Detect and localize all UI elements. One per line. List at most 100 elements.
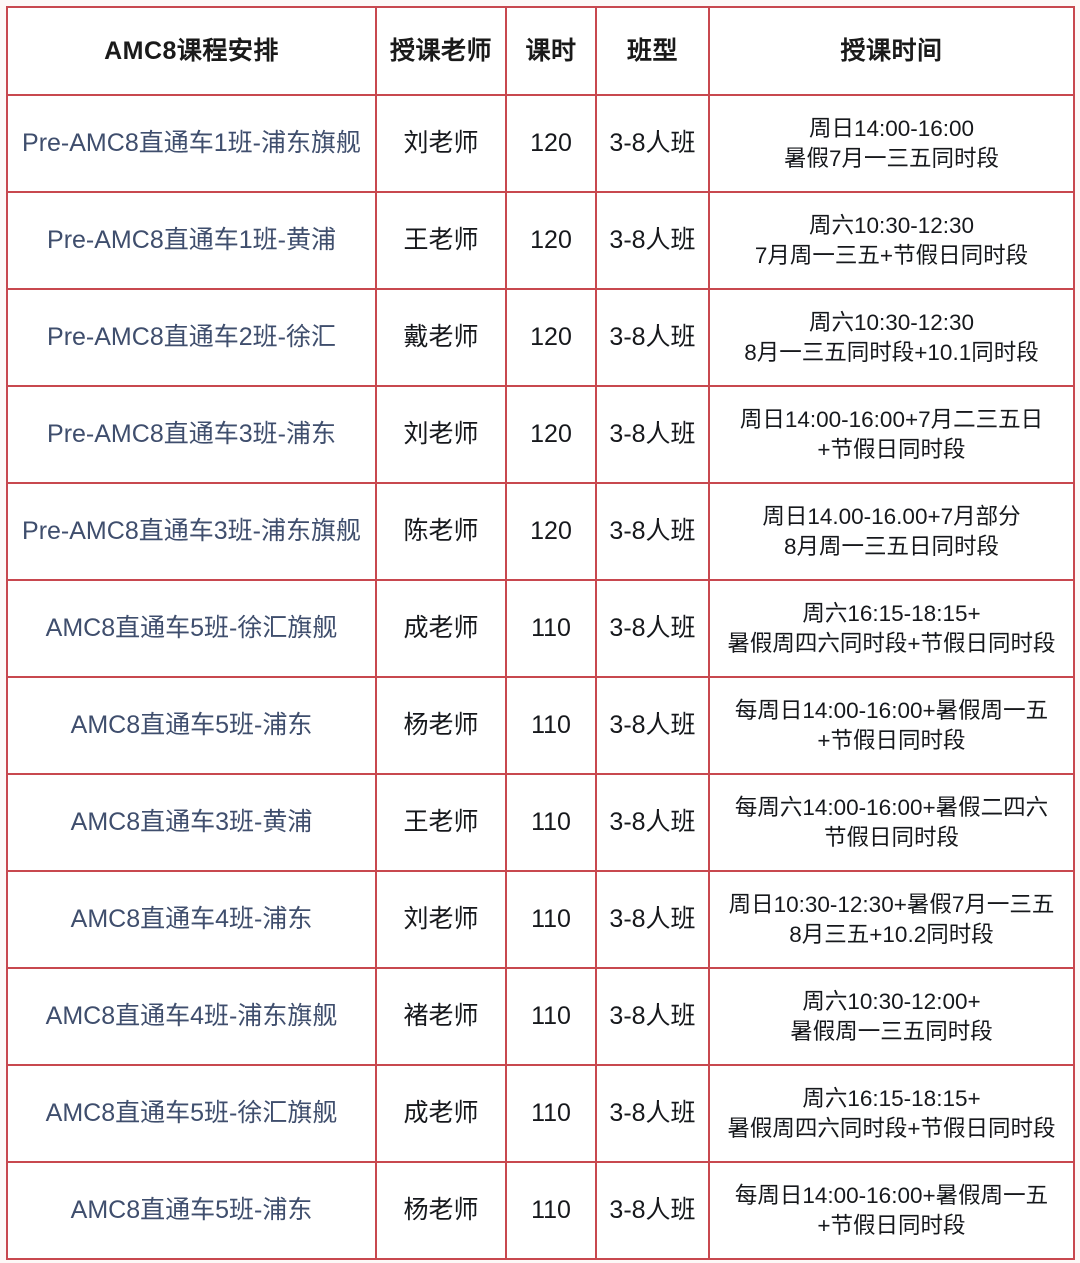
cell-teacher-name: 陈老师 bbox=[375, 482, 507, 581]
cell-class-time: 周六10:30-12:00+ 暑假周一三五同时段 bbox=[708, 967, 1075, 1066]
table-row: AMC8直通车4班-浦东旗舰 褚老师 110 3-8人班 周六10:30-12:00+ 暑… bbox=[6, 967, 1075, 1066]
cell-course-hours: 110 bbox=[505, 1161, 597, 1260]
cell-class-time: 周六10:30-12:30 8月一三五同时段+10.1同时段 bbox=[708, 288, 1075, 387]
cell-class-type: 3-8人班 bbox=[595, 288, 710, 387]
table-row: AMC8直通车3班-黄浦 王老师 110 3-8人班 每周六14:00-16:00+暑假… bbox=[6, 773, 1075, 872]
class-time-line: 周六10:30-12:00+ bbox=[802, 988, 981, 1014]
cell-class-type: 3-8人班 bbox=[595, 579, 710, 678]
class-time-line: 8月周一三五日同时段 bbox=[783, 533, 999, 559]
cell-course-name: AMC8直通车3班-黄浦 bbox=[6, 773, 377, 872]
column-header-time: 授课时间 bbox=[708, 6, 1075, 96]
class-time-line: 每周六14:00-16:00+暑假二四六 bbox=[734, 794, 1049, 820]
cell-course-hours: 110 bbox=[505, 676, 597, 775]
cell-class-type: 3-8人班 bbox=[595, 482, 710, 581]
column-header-hours: 课时 bbox=[505, 6, 597, 96]
cell-class-type: 3-8人班 bbox=[595, 870, 710, 969]
class-time-line: 周六16:15-18:15+ bbox=[802, 1085, 981, 1111]
cell-teacher-name: 杨老师 bbox=[375, 676, 507, 775]
class-time-line: +节假日同时段 bbox=[817, 436, 966, 462]
cell-class-time: 每周六14:00-16:00+暑假二四六 节假日同时段 bbox=[708, 773, 1075, 872]
cell-course-name: Pre-AMC8直通车2班-徐汇 bbox=[6, 288, 377, 387]
table-row: AMC8直通车5班-浦东 杨老师 110 3-8人班 每周日14:00-16:00+暑假… bbox=[6, 676, 1075, 775]
cell-class-type: 3-8人班 bbox=[595, 385, 710, 484]
class-time-line: 暑假周一三五同时段 bbox=[790, 1018, 993, 1044]
column-header-class-type: 班型 bbox=[595, 6, 710, 96]
class-time-line: 8月一三五同时段+10.1同时段 bbox=[744, 339, 1039, 365]
cell-course-name: AMC8直通车5班-浦东 bbox=[6, 676, 377, 775]
cell-teacher-name: 王老师 bbox=[375, 773, 507, 872]
class-time-line: 暑假7月一三五同时段 bbox=[783, 145, 999, 171]
cell-teacher-name: 戴老师 bbox=[375, 288, 507, 387]
cell-class-type: 3-8人班 bbox=[595, 676, 710, 775]
cell-class-type: 3-8人班 bbox=[595, 1161, 710, 1260]
cell-course-hours: 120 bbox=[505, 482, 597, 581]
cell-class-type: 3-8人班 bbox=[595, 773, 710, 872]
cell-course-name: AMC8直通车5班-浦东 bbox=[6, 1161, 377, 1260]
class-time-line: 每周日14:00-16:00+暑假周一五 bbox=[734, 1182, 1049, 1208]
class-time-line: 节假日同时段 bbox=[823, 824, 959, 850]
class-time-line: 周日14:00-16:00 bbox=[808, 115, 975, 141]
table-body: Pre-AMC8直通车1班-浦东旗舰 刘老师 120 3-8人班 周日14:00-16:… bbox=[6, 94, 1075, 1260]
cell-course-hours: 110 bbox=[505, 1064, 597, 1163]
cell-class-time: 周日14:00-16:00+7月二三五日 +节假日同时段 bbox=[708, 385, 1075, 484]
cell-class-type: 3-8人班 bbox=[595, 1064, 710, 1163]
table-row: AMC8直通车4班-浦东 刘老师 110 3-8人班 周日10:30-12:30+暑假7… bbox=[6, 870, 1075, 969]
class-time-line: 周日10:30-12:30+暑假7月一三五 bbox=[728, 891, 1055, 917]
column-header-teacher: 授课老师 bbox=[375, 6, 507, 96]
cell-class-time: 周日14:00-16:00 暑假7月一三五同时段 bbox=[708, 94, 1075, 193]
cell-class-type: 3-8人班 bbox=[595, 191, 710, 290]
table-row: Pre-AMC8直通车1班-黄浦 王老师 120 3-8人班 周六10:30-12:30… bbox=[6, 191, 1075, 290]
table-row: Pre-AMC8直通车3班-浦东 刘老师 120 3-8人班 周日14:00-16:00… bbox=[6, 385, 1075, 484]
table-row: Pre-AMC8直通车3班-浦东旗舰 陈老师 120 3-8人班 周日14.00-16.… bbox=[6, 482, 1075, 581]
cell-course-name: AMC8直通车5班-徐汇旗舰 bbox=[6, 1064, 377, 1163]
class-time-line: 周六10:30-12:30 bbox=[808, 309, 975, 335]
cell-class-time: 每周日14:00-16:00+暑假周一五 +节假日同时段 bbox=[708, 676, 1075, 775]
class-time-line: 周日14.00-16.00+7月部分 bbox=[762, 503, 1021, 529]
cell-teacher-name: 杨老师 bbox=[375, 1161, 507, 1260]
cell-teacher-name: 王老师 bbox=[375, 191, 507, 290]
cell-course-hours: 120 bbox=[505, 94, 597, 193]
cell-class-time: 周六16:15-18:15+ 暑假周四六同时段+节假日同时段 bbox=[708, 1064, 1075, 1163]
cell-course-hours: 110 bbox=[505, 579, 597, 678]
class-time-line: 暑假周四六同时段+节假日同时段 bbox=[727, 1115, 1056, 1141]
class-time-line: 暑假周四六同时段+节假日同时段 bbox=[727, 630, 1056, 656]
cell-class-time: 周六10:30-12:30 7月周一三五+节假日同时段 bbox=[708, 191, 1075, 290]
cell-course-hours: 110 bbox=[505, 773, 597, 872]
class-time-line: 周日14:00-16:00+7月二三五日 bbox=[739, 406, 1044, 432]
class-time-line: 7月周一三五+节假日同时段 bbox=[754, 242, 1029, 268]
table-row: AMC8直通车5班-徐汇旗舰 成老师 110 3-8人班 周六16:15-18:15+ 暑… bbox=[6, 579, 1075, 678]
cell-class-time: 周日14.00-16.00+7月部分 8月周一三五日同时段 bbox=[708, 482, 1075, 581]
cell-teacher-name: 刘老师 bbox=[375, 870, 507, 969]
class-time-line: 每周日14:00-16:00+暑假周一五 bbox=[734, 697, 1049, 723]
cell-course-hours: 120 bbox=[505, 288, 597, 387]
cell-course-hours: 120 bbox=[505, 385, 597, 484]
cell-course-hours: 110 bbox=[505, 870, 597, 969]
cell-class-time: 周日10:30-12:30+暑假7月一三五 8月三五+10.2同时段 bbox=[708, 870, 1075, 969]
cell-teacher-name: 刘老师 bbox=[375, 385, 507, 484]
cell-teacher-name: 刘老师 bbox=[375, 94, 507, 193]
cell-course-name: Pre-AMC8直通车3班-浦东 bbox=[6, 385, 377, 484]
column-header-course: AMC8课程安排 bbox=[6, 6, 377, 96]
cell-class-time: 周六16:15-18:15+ 暑假周四六同时段+节假日同时段 bbox=[708, 579, 1075, 678]
class-time-line: 周六16:15-18:15+ bbox=[802, 600, 981, 626]
cell-course-name: AMC8直通车5班-徐汇旗舰 bbox=[6, 579, 377, 678]
cell-class-time: 每周日14:00-16:00+暑假周一五 +节假日同时段 bbox=[708, 1161, 1075, 1260]
cell-class-type: 3-8人班 bbox=[595, 967, 710, 1066]
cell-course-hours: 120 bbox=[505, 191, 597, 290]
cell-teacher-name: 成老师 bbox=[375, 579, 507, 678]
cell-course-name: AMC8直通车4班-浦东 bbox=[6, 870, 377, 969]
cell-course-hours: 110 bbox=[505, 967, 597, 1066]
cell-course-name: AMC8直通车4班-浦东旗舰 bbox=[6, 967, 377, 1066]
class-time-line: +节假日同时段 bbox=[817, 1212, 966, 1238]
cell-course-name: Pre-AMC8直通车1班-黄浦 bbox=[6, 191, 377, 290]
table-header: AMC8课程安排 授课老师 课时 班型 授课时间 bbox=[6, 6, 1075, 96]
cell-class-type: 3-8人班 bbox=[595, 94, 710, 193]
course-schedule-table: AMC8课程安排 授课老师 课时 班型 授课时间 Pre-AMC8直通车1班-浦… bbox=[6, 6, 1075, 1260]
cell-teacher-name: 成老师 bbox=[375, 1064, 507, 1163]
table-row: Pre-AMC8直通车2班-徐汇 戴老师 120 3-8人班 周六10:30-12:30… bbox=[6, 288, 1075, 387]
class-time-line: +节假日同时段 bbox=[817, 727, 966, 753]
cell-course-name: Pre-AMC8直通车1班-浦东旗舰 bbox=[6, 94, 377, 193]
table-row: AMC8直通车5班-浦东 杨老师 110 3-8人班 每周日14:00-16:00+暑假… bbox=[6, 1161, 1075, 1260]
header-row: AMC8课程安排 授课老师 课时 班型 授课时间 bbox=[6, 6, 1075, 96]
